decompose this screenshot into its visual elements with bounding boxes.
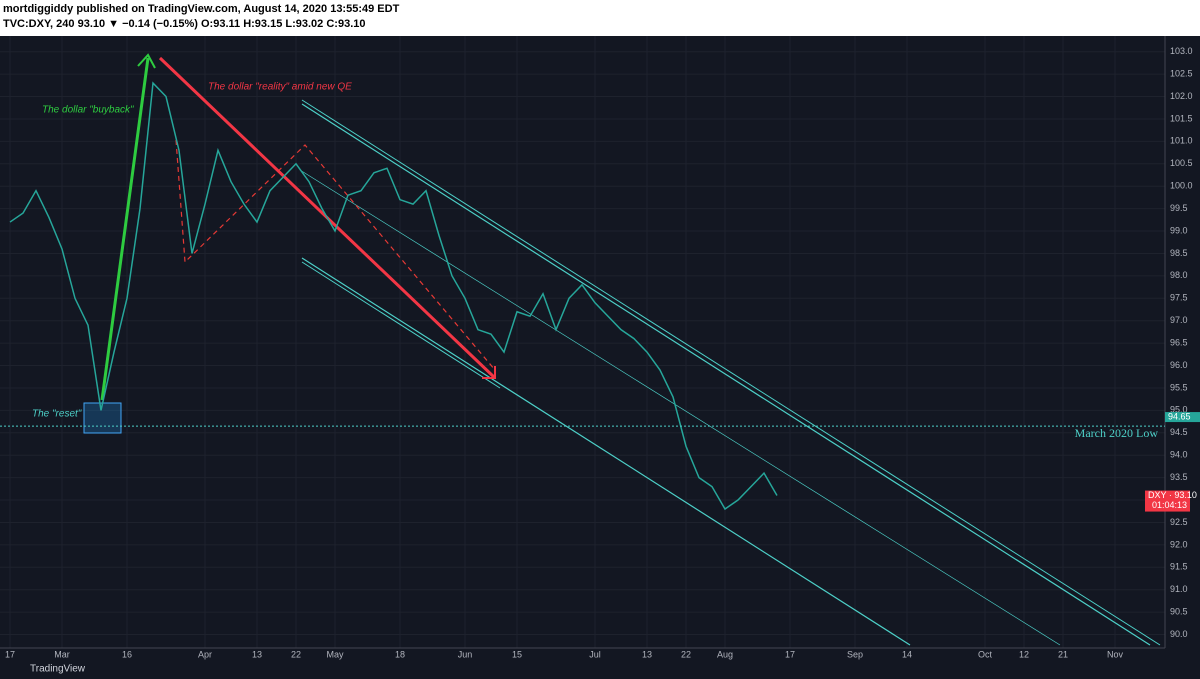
channel-upper — [301, 99, 1161, 646]
y-tick-label: 102.5 — [1170, 68, 1193, 78]
y-tick-label: 101.0 — [1170, 136, 1193, 146]
annotation: The dollar "reality" amid new QE — [208, 82, 352, 93]
channel-upper — [301, 103, 1151, 646]
reset-box — [83, 402, 122, 434]
x-tick-label: 18 — [395, 649, 405, 659]
x-tick-label: 22 — [681, 649, 691, 659]
last-price-label: DXY · 93.10 — [1148, 490, 1197, 500]
y-tick-label: 93.5 — [1170, 472, 1188, 482]
x-tick-label: 12 — [1019, 649, 1029, 659]
x-tick-label: 17 — [785, 649, 795, 659]
y-tick-label: 96.5 — [1170, 337, 1188, 347]
y-tick-label: 100.5 — [1170, 158, 1193, 168]
x-tick-label: Sep — [847, 649, 863, 659]
y-tick-label: 94.5 — [1170, 427, 1188, 437]
x-tick-label: May — [326, 649, 344, 659]
price-line — [9, 81, 778, 511]
buyback-arrow — [100, 57, 150, 401]
x-tick-label: Jun — [458, 649, 473, 659]
x-tick-label: 22 — [291, 649, 301, 659]
annotation: The "reset" — [32, 409, 82, 420]
x-tick-label: 21 — [1058, 649, 1068, 659]
brand: TradingView — [30, 664, 86, 675]
header: mortdiggiddy published on TradingView.co… — [0, 0, 1200, 36]
y-tick-label: 102.0 — [1170, 91, 1193, 101]
x-tick-label: 16 — [122, 649, 132, 659]
channel-middle — [299, 169, 1061, 646]
y-tick-label: 90.5 — [1170, 607, 1188, 617]
y-tick-label: 99.5 — [1170, 203, 1188, 213]
x-tick-label: Mar — [54, 649, 70, 659]
y-tick-label: 98.5 — [1170, 248, 1188, 258]
y-tick-label: 97.0 — [1170, 315, 1188, 325]
y-tick-label: 95.5 — [1170, 382, 1188, 392]
price-tag-label: 94.65 — [1168, 411, 1191, 421]
x-tick-label: Aug — [717, 649, 733, 659]
channel-lower — [301, 261, 501, 389]
arrow-head — [482, 366, 496, 379]
y-tick-label: 92.0 — [1170, 539, 1188, 549]
y-tick-label: 97.5 — [1170, 293, 1188, 303]
x-tick-label: Apr — [198, 649, 212, 659]
y-tick-label: 91.0 — [1170, 584, 1188, 594]
x-tick-label: 14 — [902, 649, 912, 659]
x-tick-label: 13 — [642, 649, 652, 659]
y-tick-label: 92.5 — [1170, 517, 1188, 527]
y-tick-label: 96.0 — [1170, 360, 1188, 370]
x-tick-label: Nov — [1107, 649, 1124, 659]
channel-lower — [301, 257, 911, 646]
last-price-tag — [1145, 490, 1190, 512]
countdown: 01:04:13 — [1152, 500, 1187, 510]
price-tag — [1165, 412, 1200, 423]
march-low-label: March 2020 Low — [1075, 426, 1159, 440]
x-tick-label: 17 — [5, 649, 15, 659]
symbol-line: TVC:DXY, 240 93.10 ▼ −0.14 (−0.15%) O:93… — [3, 18, 366, 30]
y-tick-label: 103.0 — [1170, 46, 1193, 56]
y-tick-label: 94.0 — [1170, 450, 1188, 460]
annotation: The dollar "buyback" — [42, 105, 134, 116]
x-tick-label: Oct — [978, 649, 993, 659]
y-tick-label: 100.0 — [1170, 181, 1193, 191]
y-tick-label: 101.5 — [1170, 113, 1193, 123]
y-tick-label: 98.0 — [1170, 270, 1188, 280]
arrow-head — [137, 53, 156, 69]
y-tick-label: 91.5 — [1170, 562, 1188, 572]
y-tick-label: 99.0 — [1170, 225, 1188, 235]
publisher: mortdiggiddy published on TradingView.co… — [3, 3, 400, 15]
y-tick-label: 95.0 — [1170, 405, 1188, 415]
x-tick-label: 13 — [252, 649, 262, 659]
y-tick-label: 90.0 — [1170, 629, 1188, 639]
x-tick-label: 15 — [512, 649, 522, 659]
x-tick-label: Jul — [589, 649, 601, 659]
grid — [0, 36, 1165, 648]
